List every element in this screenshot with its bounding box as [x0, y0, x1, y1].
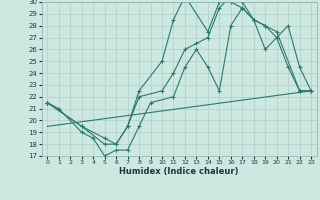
X-axis label: Humidex (Indice chaleur): Humidex (Indice chaleur) [119, 167, 239, 176]
